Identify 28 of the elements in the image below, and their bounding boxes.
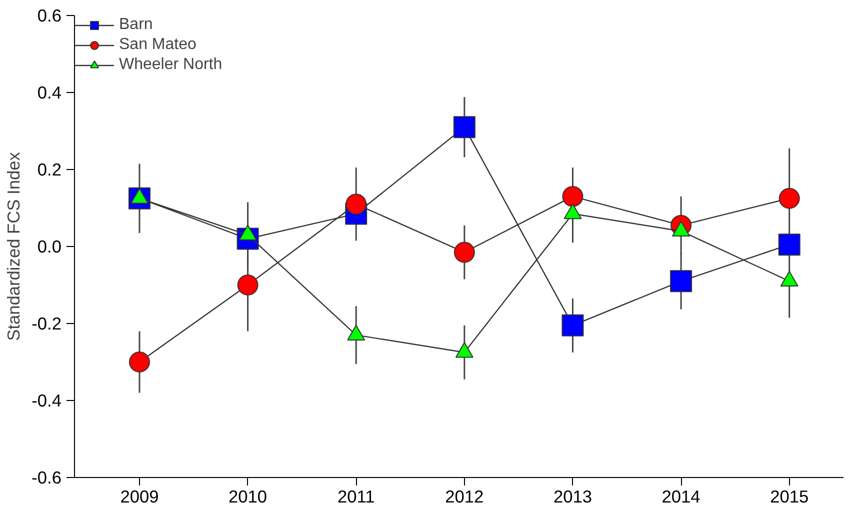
point: [670, 270, 692, 292]
y-tick-label: 0.6: [37, 6, 62, 26]
x-tick-label: 2015: [770, 486, 809, 506]
x-tick-label: 2012: [445, 486, 484, 506]
y-tick-label: 0.0: [37, 236, 62, 256]
point: [562, 186, 584, 207]
point: [562, 314, 584, 336]
legend-label: Wheeler North: [119, 56, 222, 74]
point: [454, 242, 475, 263]
x-tick-label: 2010: [228, 486, 268, 506]
x-tick-label: 2009: [120, 486, 159, 506]
y-axis-title: Standardized FCS Index: [4, 152, 24, 341]
y-tick-label: 0.4: [37, 82, 62, 102]
legend-label: San Mateo: [119, 36, 196, 54]
x-tick-label: 2014: [662, 486, 701, 506]
point: [778, 188, 800, 209]
point: [778, 234, 800, 256]
legend-label: Barn: [119, 16, 153, 34]
point: [128, 352, 150, 372]
y-tick-label: 0.2: [37, 160, 62, 180]
point: [453, 116, 476, 138]
point: [237, 274, 258, 296]
y-tick-label: -0.2: [32, 314, 62, 334]
point: [346, 194, 367, 215]
y-tick-label: -0.4: [32, 390, 62, 410]
x-tick-label: 2013: [553, 486, 592, 506]
y-tick-label: -0.6: [32, 468, 62, 488]
x-tick-label: 2011: [337, 486, 375, 506]
